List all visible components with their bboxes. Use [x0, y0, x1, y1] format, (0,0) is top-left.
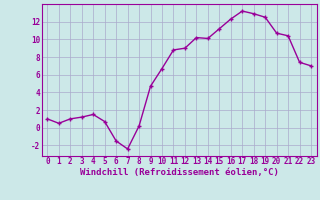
X-axis label: Windchill (Refroidissement éolien,°C): Windchill (Refroidissement éolien,°C) [80, 168, 279, 177]
